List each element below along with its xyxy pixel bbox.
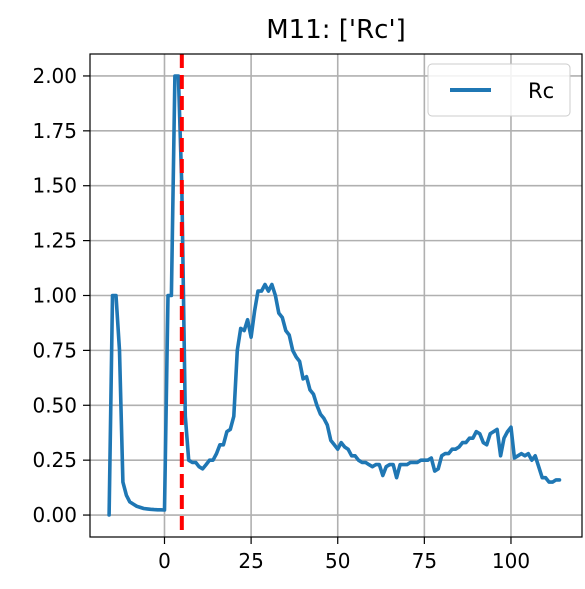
y-tick-label: 1.75 [32, 119, 77, 143]
legend-label-rc: Rc [528, 79, 554, 103]
x-tick-label: 100 [492, 549, 530, 573]
y-tick-label: 0.00 [32, 503, 77, 527]
x-tick-label: 50 [325, 549, 350, 573]
x-axis: 0 25 50 75 100 [158, 537, 530, 573]
x-tick-label: 75 [412, 549, 437, 573]
y-tick-label: 0.75 [32, 338, 77, 362]
legend-box [427, 63, 571, 117]
y-tick-label: 0.25 [32, 448, 77, 472]
y-tick-label: 1.00 [32, 284, 77, 308]
y-tick-label: 2.00 [32, 64, 77, 88]
plot-area [107, 54, 562, 537]
x-tick-label: 0 [158, 549, 171, 573]
x-tick-label: 25 [238, 549, 263, 573]
y-axis: 0.00 0.25 0.50 0.75 1.00 1.25 1.50 1.75 2.00 [32, 64, 90, 527]
legend: Rc [427, 63, 571, 117]
y-tick-label: 1.50 [32, 174, 77, 198]
series-line-rc [107, 74, 562, 517]
chart-title: M11: ['Rc'] [266, 15, 405, 45]
y-tick-label: 0.50 [32, 393, 77, 417]
y-tick-label: 1.25 [32, 229, 77, 253]
